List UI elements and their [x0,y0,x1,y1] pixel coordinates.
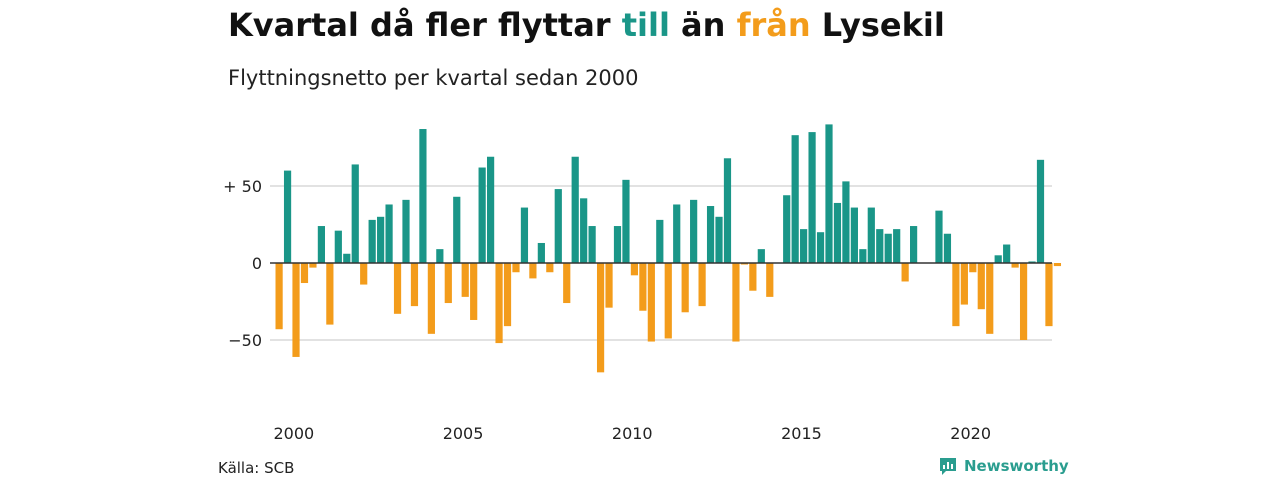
bar [369,220,376,263]
bar [538,243,545,263]
bar [504,263,511,326]
bar [1054,263,1061,266]
x-tick-label: 2000 [274,424,315,443]
bar [335,231,342,263]
bar [673,204,680,263]
bar [360,263,367,285]
brand[interactable]: Newsworthy [938,456,1069,476]
bar [622,180,629,263]
bar [800,229,807,263]
bar [1020,263,1027,340]
bar [893,229,900,263]
bar [445,263,452,303]
bar [851,208,858,263]
bar [419,129,426,263]
y-tick-label: 0 [252,254,262,273]
bar [766,263,773,297]
bar [783,195,790,263]
bar [343,254,350,263]
newsworthy-logo-icon [938,456,958,476]
bar [428,263,435,334]
bar [1045,263,1052,326]
bar [682,263,689,312]
bar [792,135,799,263]
bar [724,158,731,263]
bar [555,189,562,263]
bar [952,263,959,326]
x-tick-label: 2010 [612,424,653,443]
bar-chart: + 50 0 −50 2000 2005 2010 2015 2020 [0,0,1280,450]
bar [597,263,604,372]
bar [605,263,612,308]
bar [529,263,536,278]
bar [690,200,697,263]
bar [902,263,909,281]
bar [885,234,892,263]
bar [961,263,968,305]
bar [394,263,401,314]
bar [589,226,596,263]
bar [512,263,519,272]
source-note: Källa: SCB [218,459,294,477]
bar [377,217,384,263]
bar [665,263,672,338]
x-tick-label: 2015 [781,424,822,443]
y-tick-label: + 50 [223,177,262,196]
bar [276,263,283,329]
bar [352,164,359,263]
bar [859,249,866,263]
bar [301,263,308,283]
bar [479,168,486,263]
bar [292,263,299,357]
bar [631,263,638,275]
bar [462,263,469,297]
bar [563,263,570,303]
y-tick-label: −50 [228,331,262,350]
bar [453,197,460,263]
bar [521,208,528,263]
bar [639,263,646,311]
bar [986,263,993,334]
bar [1037,160,1044,263]
bar [656,220,663,263]
bar [876,229,883,263]
bar [495,263,502,343]
brand-label: Newsworthy [964,457,1069,475]
bar [825,124,832,263]
bar [572,157,579,263]
bar [699,263,706,306]
bar [436,249,443,263]
bar [808,132,815,263]
bar [817,232,824,263]
bar [834,203,841,263]
bar [546,263,553,272]
bar [969,263,976,272]
bar [935,211,942,263]
bar [402,200,409,263]
bar [868,208,875,263]
bar [580,198,587,263]
bar [614,226,621,263]
bar [978,263,985,309]
bar [487,157,494,263]
bar [385,204,392,263]
bar [470,263,477,320]
bar [326,263,333,325]
bar [910,226,917,263]
x-tick-label: 2005 [443,424,484,443]
bar [715,217,722,263]
bar [842,181,849,263]
bar [749,263,756,291]
bar [411,263,418,306]
bar [284,171,291,263]
bar [732,263,739,342]
bar [1003,245,1010,263]
bar [995,255,1002,263]
x-tick-label: 2020 [950,424,991,443]
bar [707,206,714,263]
bar [648,263,655,342]
bar [758,249,765,263]
bar [944,234,951,263]
bar [318,226,325,263]
